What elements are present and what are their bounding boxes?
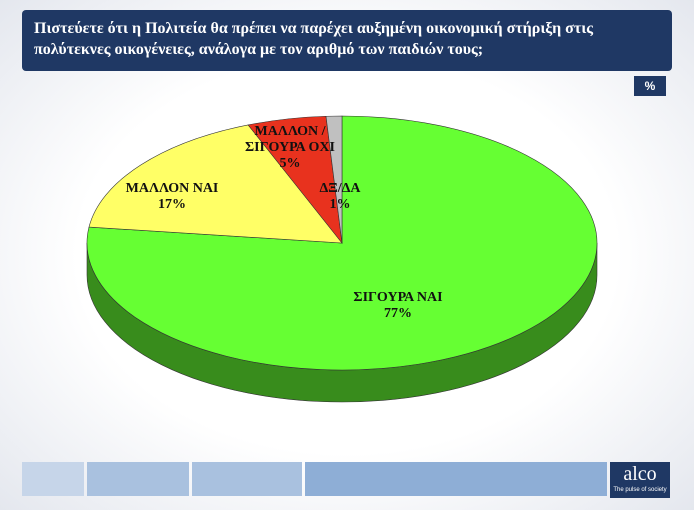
slice-category: ΣΙΓΟΥΡΑ ΝΑΙ xyxy=(353,290,443,305)
slice-category: ΔΞ/ΔΑ xyxy=(319,181,361,196)
slice-label: ΜΑΛΛΟΝ / ΣΙΓΟΥΡΑ ΟΧΙ 5% xyxy=(240,124,340,172)
chart-title: Πιστεύετε ότι η Πολιτεία θα πρέπει να πα… xyxy=(34,20,593,58)
logo-tagline: The pulse of society xyxy=(613,487,667,493)
slice-category: ΜΑΛΛΟΝ ΝΑΙ xyxy=(125,181,219,196)
logo: alco The pulse of society xyxy=(610,462,670,498)
slice-label: ΣΙΓΟΥΡΑ ΝΑΙ 77% xyxy=(338,290,458,322)
slice-value: 77% xyxy=(384,306,412,321)
footer-bar xyxy=(305,462,607,496)
slice-value: 17% xyxy=(158,197,186,212)
unit-badge: % xyxy=(634,76,666,96)
slice-value: 1% xyxy=(329,197,351,212)
footer-bar xyxy=(192,462,302,496)
slice-label: ΔΞ/ΔΑ 1% xyxy=(310,181,370,213)
footer-bar xyxy=(87,462,189,496)
pie-slice xyxy=(325,115,343,244)
slice-value: 5% xyxy=(279,156,301,171)
footer-bar xyxy=(22,462,84,496)
title-banner: Πιστεύετε ότι η Πολιτεία θα πρέπει να πα… xyxy=(22,10,672,71)
slice-category: ΜΑΛΛΟΝ / ΣΙΓΟΥΡΑ ΟΧΙ xyxy=(245,124,335,155)
logo-text: alco xyxy=(623,463,657,485)
pie-slice xyxy=(88,124,343,244)
slice-label: ΜΑΛΛΟΝ ΝΑΙ 17% xyxy=(107,181,237,213)
